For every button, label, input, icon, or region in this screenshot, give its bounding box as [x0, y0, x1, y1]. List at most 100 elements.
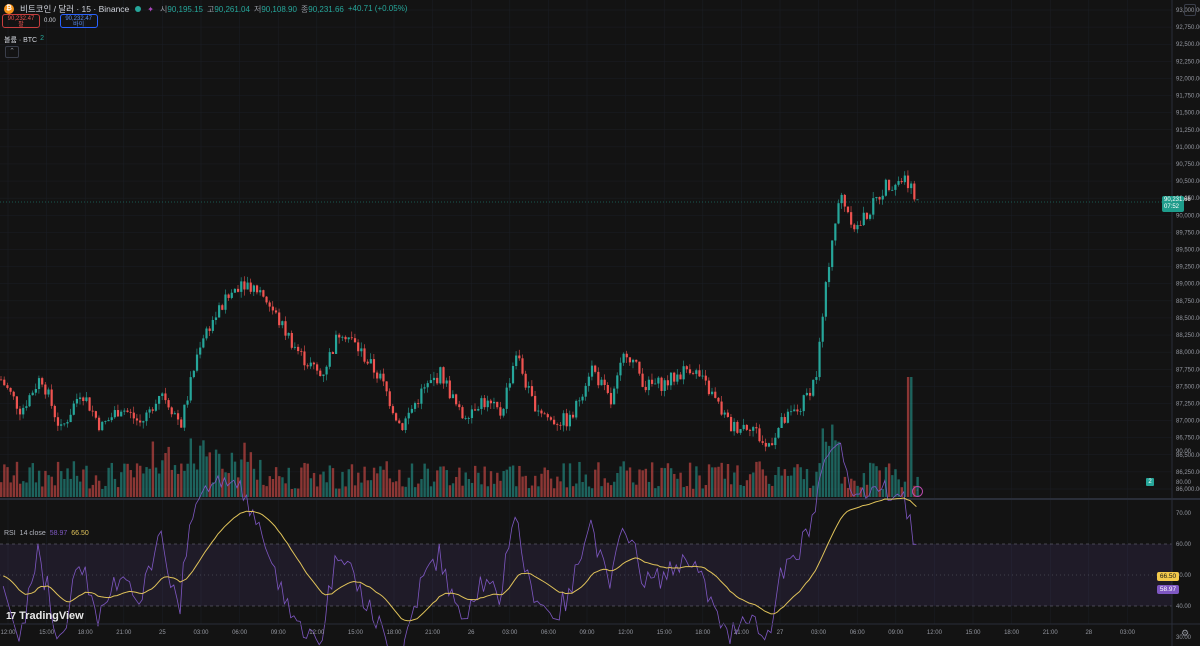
candle-body — [432, 377, 436, 381]
volume-bar — [37, 470, 41, 497]
settings-square-icon[interactable] — [1184, 4, 1196, 16]
candle-body — [25, 406, 28, 408]
candle-body — [846, 206, 850, 213]
candle-body — [717, 397, 720, 402]
volume-bar — [151, 441, 155, 497]
time-tick-label: 15:00 — [657, 630, 673, 636]
time-tick-label: 09:00 — [579, 630, 595, 636]
volume-bar — [312, 472, 316, 497]
candle-body — [246, 282, 249, 290]
candle-body — [237, 288, 240, 292]
volume-bar — [489, 471, 493, 497]
candle-body — [436, 377, 439, 384]
candle-body — [218, 305, 221, 318]
candle-body — [508, 383, 511, 388]
volume-bar — [334, 488, 338, 497]
volume-bar — [543, 467, 546, 497]
volume-bar — [654, 488, 657, 497]
time-tick-label: 21:00 — [116, 630, 132, 636]
candle-body — [41, 378, 44, 385]
candle-body — [477, 408, 480, 411]
candle-body — [110, 417, 113, 421]
time-tick-label: 09:00 — [271, 630, 287, 636]
volume-bar — [249, 452, 253, 497]
candle-body — [334, 334, 338, 354]
candle-body — [255, 285, 259, 293]
candle-body — [316, 364, 319, 371]
volume-bar — [587, 486, 591, 497]
time-tick-label: 09:00 — [888, 630, 904, 636]
candle-body — [878, 197, 881, 200]
event-marker-icon[interactable]: ◦ — [912, 486, 923, 497]
candle-body — [429, 380, 432, 384]
candle-body — [69, 414, 72, 423]
candle-body — [186, 400, 189, 405]
volume-bar — [28, 467, 31, 497]
candle-body — [331, 352, 334, 354]
volume-bar — [474, 465, 477, 497]
low-value: 90,108.90 — [261, 4, 297, 14]
candle-body — [306, 365, 309, 367]
volume-bar — [97, 480, 101, 497]
rsi-tick-label: 90.00 — [1176, 449, 1192, 455]
price-tick-label: 90,750.00 — [1176, 162, 1200, 168]
change-value: +40.71 (+0.05%) — [347, 3, 408, 13]
volume-bar — [353, 485, 357, 497]
candle-body — [565, 413, 568, 427]
candle-body — [259, 290, 262, 293]
volume-bar — [426, 468, 429, 497]
candle-body — [489, 400, 492, 404]
candle-body — [6, 385, 9, 388]
volume-bar — [255, 479, 259, 497]
volume-bar — [613, 481, 616, 497]
volume-bar — [559, 481, 562, 497]
volume-bar — [837, 441, 840, 497]
candle-body — [821, 316, 824, 342]
sell-button[interactable]: 90,232.47 팔 — [2, 14, 40, 28]
volume-bar — [94, 475, 98, 497]
buy-button[interactable]: 90,232.47 바이 — [59, 14, 98, 28]
volume-bar — [742, 485, 745, 497]
volume-bar — [619, 466, 622, 497]
candle-body — [139, 420, 142, 423]
volume-bar — [786, 475, 790, 497]
candle-body — [284, 321, 287, 336]
tradingview-logo[interactable]: 17 TradingView — [6, 610, 84, 622]
flag-icon[interactable]: ✦ — [147, 4, 154, 14]
volume-bar — [145, 467, 148, 497]
volume-bar — [869, 462, 872, 497]
candle-body — [249, 282, 252, 292]
candle-body — [85, 397, 88, 402]
volume-bar — [126, 463, 129, 497]
candle-body — [104, 421, 107, 422]
candle-body — [480, 398, 483, 409]
collapse-legend-button[interactable]: ⌃ — [5, 46, 19, 58]
volume-bar — [524, 475, 527, 497]
volume-bar — [635, 484, 638, 497]
volume-bar — [338, 488, 341, 497]
rsi-legend[interactable]: RSI 14 close 58.97 66.50 — [4, 530, 89, 537]
volume-bar — [644, 468, 648, 497]
volume-bar — [701, 488, 704, 497]
symbol-title[interactable]: 비트코인 / 달러 · 15 · Binance — [20, 4, 130, 14]
volume-bar — [404, 486, 407, 497]
candle-body — [603, 379, 606, 386]
gear-icon[interactable]: ⚙ — [1181, 628, 1190, 638]
candle-body — [625, 353, 628, 358]
candle-body — [445, 380, 448, 384]
volume-bar — [455, 476, 458, 497]
volume-bar — [85, 465, 88, 497]
symbol-header: ₿ 비트코인 / 달러 · 15 · Binance ✦ 시90,195.15 … — [4, 2, 407, 16]
volume-legend[interactable]: 볼륨 · BTC 2 — [4, 35, 44, 45]
time-tick-label: 03:00 — [193, 630, 209, 636]
candle-body — [676, 374, 679, 382]
candle-body — [581, 396, 584, 401]
candle-body — [426, 383, 429, 388]
candle-body — [688, 369, 692, 374]
rsi-tick-label: 30.00 — [1176, 635, 1192, 641]
candle-body — [148, 409, 151, 413]
volume-bar — [262, 484, 265, 497]
candle-body — [584, 385, 587, 397]
volume-bar — [66, 468, 69, 497]
